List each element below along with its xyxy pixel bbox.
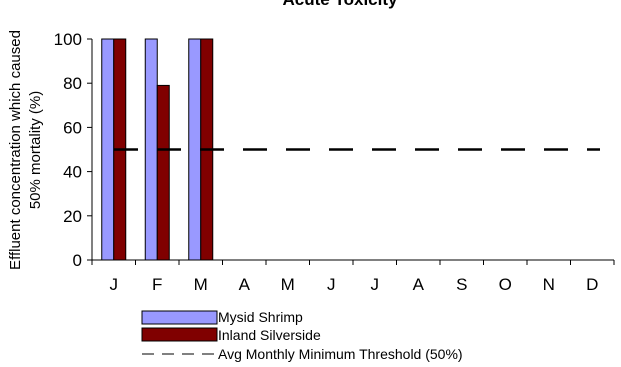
bar-mysid-shrimp-j-0: [101, 38, 115, 261]
y-tick-label-20: 20: [63, 207, 82, 226]
x-tick-label-8: S: [456, 275, 467, 294]
x-tick-label-6: J: [371, 275, 380, 294]
y-tick-label-60: 60: [63, 118, 82, 137]
legend-label-mysid-shrimp: Mysid Shrimp: [218, 309, 303, 325]
y-tick-label-100: 100: [54, 30, 82, 49]
x-tick-label-0: J: [110, 275, 119, 294]
chart-title: Acute Toxicity: [283, 0, 398, 9]
legend-swatch-inland-silverside: [141, 327, 218, 342]
y-axis-label: Effluent concentration which caused 50% …: [7, 30, 44, 270]
x-tick-label-9: O: [499, 275, 512, 294]
y-tick-label-40: 40: [63, 163, 82, 182]
legend-label-inland-silverside: Inland Silverside: [218, 327, 321, 343]
bar-inland-silverside-f-1: [156, 84, 170, 261]
legend-swatch-mysid-shrimp: [141, 310, 218, 325]
plot-area: 0 20 40 60 80 100 J F M A M J J A S O N D: [54, 30, 615, 294]
y-tick-label-80: 80: [63, 74, 82, 93]
x-tick-label-2: M: [194, 275, 208, 294]
y-axis-label-line2: 50% mortality (%): [27, 91, 44, 209]
y-axis-label-line1: Effluent concentration which caused: [7, 30, 24, 270]
y-tick-label-0: 0: [73, 251, 82, 270]
x-tick-label-11: D: [586, 275, 598, 294]
x-tick-label-7: A: [413, 275, 425, 294]
bar-mysid-shrimp-f-1: [144, 38, 158, 261]
x-tick-label-1: F: [152, 275, 162, 294]
x-tick-label-5: J: [327, 275, 336, 294]
x-tick-label-10: N: [543, 275, 555, 294]
legend-label-threshold: Avg Monthly Minimum Threshold (50%): [218, 346, 463, 362]
x-tick-label-4: M: [281, 275, 295, 294]
x-tick-label-3: A: [239, 275, 251, 294]
legend: Mysid Shrimp Inland Silverside Avg Month…: [141, 309, 463, 362]
bar-mysid-shrimp-m-2: [188, 38, 202, 261]
